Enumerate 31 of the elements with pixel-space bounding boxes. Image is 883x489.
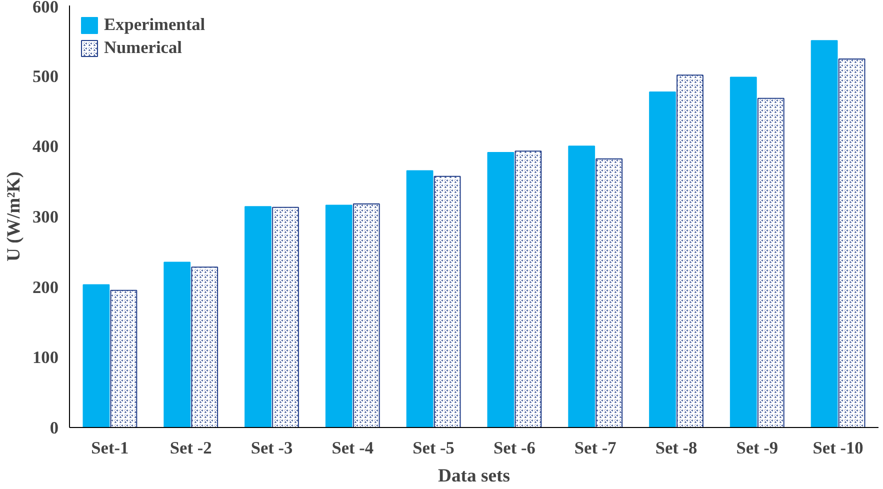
- x-tick-label: Set -7: [574, 438, 617, 458]
- y-tick-label: 100: [32, 348, 59, 368]
- bar: [325, 204, 352, 428]
- bar: [730, 76, 757, 428]
- y-axis-title: U (W/m²K): [4, 171, 25, 262]
- bar: [649, 92, 676, 428]
- x-tick-label: Set -8: [655, 438, 698, 458]
- y-tick-label: 200: [32, 278, 59, 297]
- legend-label: Experimental: [104, 15, 206, 35]
- x-tick-label: Set-1: [91, 438, 129, 458]
- bar: [82, 284, 110, 428]
- y-tick-label: 0: [50, 418, 59, 438]
- y-tick-label: 300: [32, 208, 59, 226]
- x-tick-label: Set -6: [494, 438, 536, 458]
- bar: [244, 206, 272, 428]
- x-tick-label: Set -10: [812, 438, 864, 458]
- bar: [406, 170, 434, 428]
- bar: [810, 40, 838, 428]
- x-tick-label: Set -2: [170, 438, 212, 458]
- x-tick-label: Set -9: [736, 438, 778, 458]
- bar: [487, 152, 514, 428]
- x-tick-label: Set -4: [332, 438, 374, 458]
- y-tick-label: 400: [32, 137, 59, 156]
- bar: [568, 146, 596, 428]
- x-tick-label: Set -3: [250, 438, 294, 458]
- x-tick-label: Set -5: [412, 438, 455, 458]
- x-axis-title: Data sets: [438, 466, 510, 486]
- y-tick-label: 600: [32, 0, 59, 16]
- bar: [164, 262, 191, 428]
- legend-label: Numerical: [104, 38, 182, 58]
- y-tick-label: 500: [32, 66, 59, 86]
